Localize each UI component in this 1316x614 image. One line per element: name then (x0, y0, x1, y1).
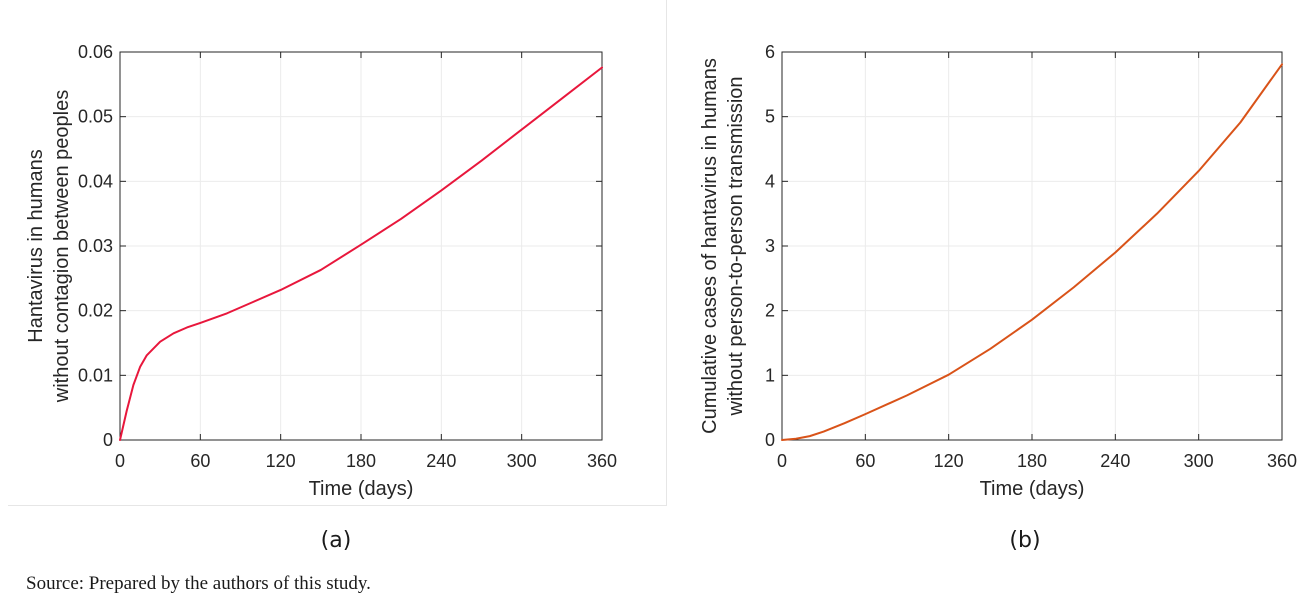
y-tick-label: 0.05 (78, 107, 113, 127)
y-tick-label: 0 (103, 430, 113, 450)
x-axis-label: Time (days) (309, 478, 414, 500)
y-tick-label: 0.06 (78, 42, 113, 62)
chart-a: 0 60 120 180 240 300 360 0 0.01 0.02 0.03 0.04 0.05 0… (25, 42, 617, 500)
x-tick-label: 240 (1100, 451, 1130, 471)
y-axis-label-line-1: Cumulative cases of hantavirus in humans (699, 58, 721, 434)
y-tick-label: 0 (765, 430, 775, 450)
y-tick-label: 0.04 (78, 171, 113, 191)
x-tick-label: 0 (777, 451, 787, 471)
y-axis-label-line-2: without contagion between peoples (51, 90, 73, 403)
y-tick-label: 3 (765, 236, 775, 256)
caption-b: (b) (1009, 528, 1041, 553)
x-tick-label: 60 (190, 451, 210, 471)
x-tick-label: 300 (507, 451, 537, 471)
source-note: Source: Prepared by the authors of this … (26, 573, 371, 594)
chart-panel-b: 0 60 120 180 240 300 360 0 1 2 3 4 5 6 Time (days) Cumu… (670, 0, 1310, 505)
x-tick-label: 360 (587, 451, 617, 471)
x-tick-label: 0 (115, 451, 125, 471)
x-tick-label: 120 (934, 451, 964, 471)
series-line-1 (119, 66, 603, 441)
x-tick-label: 60 (855, 451, 875, 471)
x-tick-label: 180 (346, 451, 376, 471)
x-axis-label: Time (days) (980, 478, 1085, 500)
y-tick-label: 6 (765, 42, 775, 62)
x-tick-label: 240 (426, 451, 456, 471)
chart-b: 0 60 120 180 240 300 360 0 1 2 3 4 5 6 Time (days) Cumu… (699, 42, 1297, 500)
y-tick-label: 2 (765, 301, 775, 321)
y-tick-label: 0.01 (78, 365, 113, 385)
x-tick-label: 360 (1267, 451, 1297, 471)
chart-panel-a: 0 60 120 180 240 300 360 0 0.01 0.02 0.03 0.04 0.05 0… (8, 0, 667, 506)
series-line-1 (781, 63, 1283, 441)
y-tick-label: 1 (765, 365, 775, 385)
x-tick-label: 180 (1017, 451, 1047, 471)
y-tick-label: 4 (765, 171, 775, 191)
x-tick-label: 120 (266, 451, 296, 471)
x-tick-label: 300 (1184, 451, 1214, 471)
y-tick-label: 5 (765, 107, 775, 127)
caption-a: (a) (320, 528, 352, 553)
y-tick-label: 0.03 (78, 236, 113, 256)
y-tick-label: 0.02 (78, 301, 113, 321)
y-axis-label-line-2: without person-to-person transmission (725, 76, 747, 416)
y-axis-label-line-1: Hantavirus in humans (25, 149, 47, 342)
